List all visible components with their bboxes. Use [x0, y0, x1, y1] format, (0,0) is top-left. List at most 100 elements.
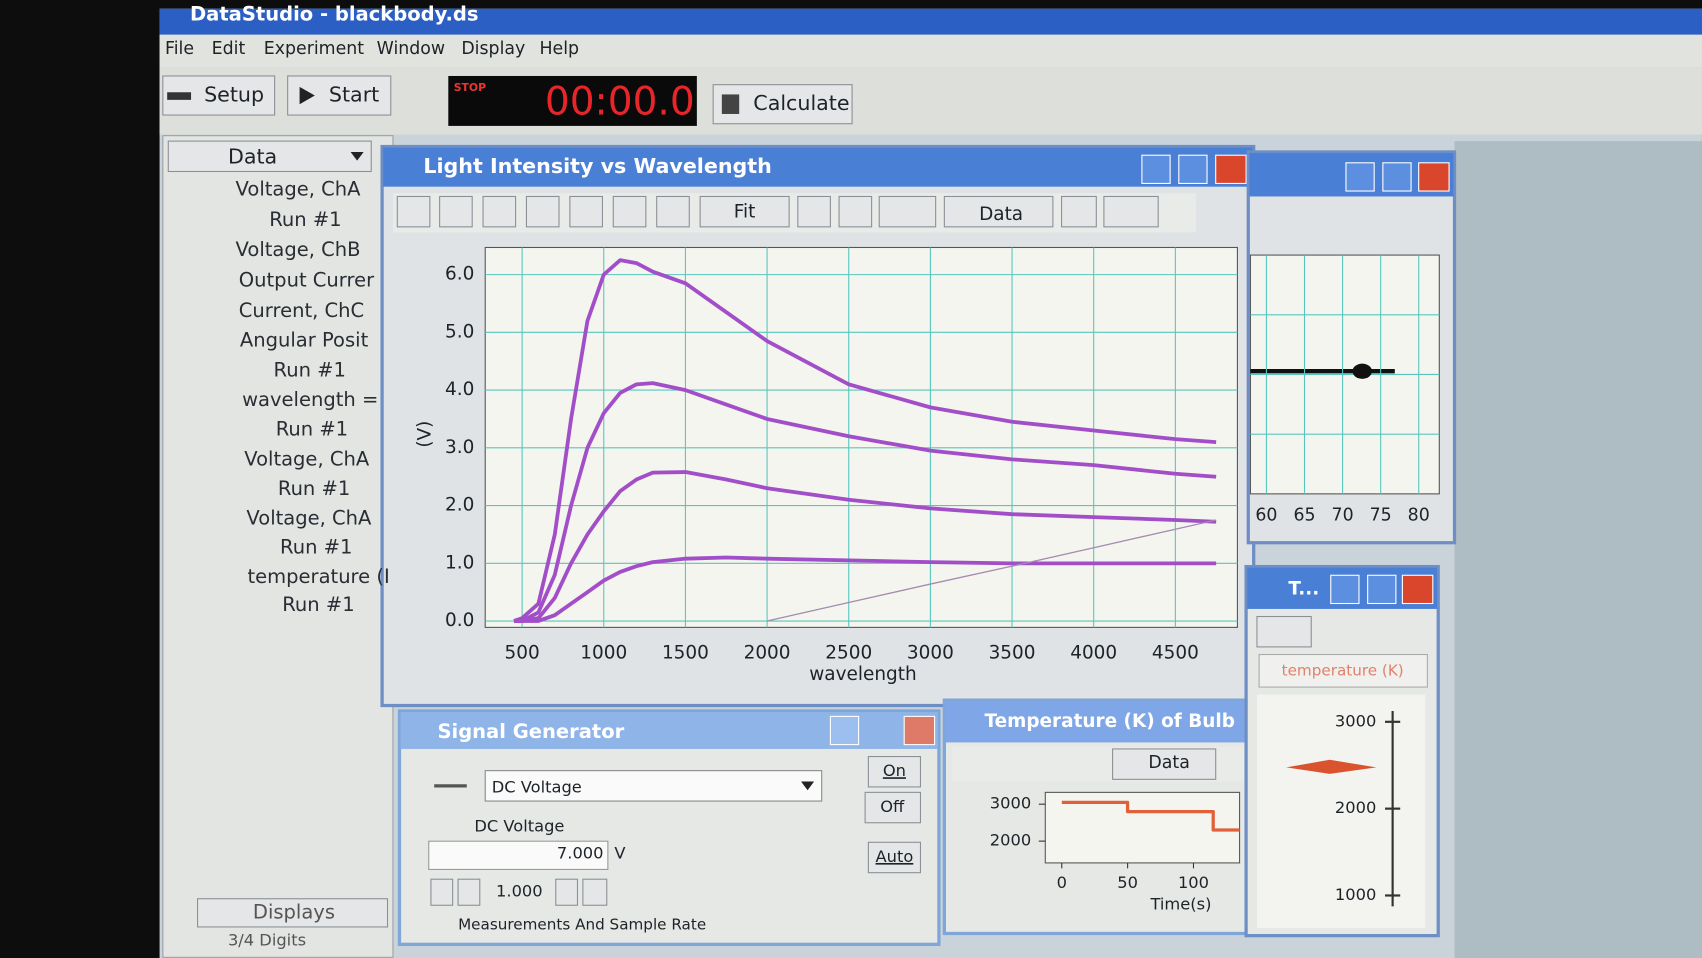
data-item: Voltage, ChA [246, 506, 372, 529]
start-label: Start [329, 83, 379, 107]
maximize-button[interactable] [1383, 163, 1411, 191]
meter-tick-label: 1000 [1335, 885, 1376, 904]
calculate-icon [722, 94, 739, 114]
x-tick-label: 70 [1332, 506, 1354, 526]
y-tick-label: 6.0 [445, 264, 474, 285]
minimize-button[interactable] [1142, 155, 1170, 183]
y-tick-label: 4.0 [445, 379, 474, 400]
settings-button[interactable] [1104, 196, 1158, 226]
x-tick-label: 0 [1057, 873, 1067, 892]
auto-label: Auto [876, 847, 914, 866]
y-tick-label: 1.0 [445, 552, 474, 573]
signal-title: Signal Generator [437, 720, 624, 743]
minimize-button[interactable] [1346, 163, 1374, 191]
x-tick-label: 50 [1117, 873, 1138, 892]
footer-label: Measurements And Sample Rate [458, 915, 706, 933]
delete-button[interactable] [1062, 196, 1097, 226]
maximize-button[interactable] [1179, 155, 1207, 183]
menu-item: Edit [212, 39, 246, 59]
tool-button[interactable] [570, 196, 603, 226]
setup-icon [167, 92, 191, 100]
y-tick-label: 3.0 [445, 437, 474, 458]
step-value: 1.000 [496, 882, 543, 901]
x-tick-label: 75 [1370, 506, 1392, 526]
off-label: Off [880, 797, 905, 816]
y-tick-label: 2000 [990, 831, 1031, 850]
x-tick-label: 65 [1293, 506, 1315, 526]
stats-button[interactable] [879, 196, 935, 226]
data-item: Run #1 [282, 593, 354, 616]
x-tick-label: 4500 [1152, 642, 1199, 663]
x-tick-label: 2000 [744, 642, 791, 663]
x-tick-label: 2500 [825, 642, 872, 663]
data-item: Run #1 [274, 359, 346, 382]
data-item: Voltage, ChB [236, 238, 361, 261]
digits-label: 3/4 Digits [228, 931, 306, 950]
x-tick-label: 1000 [580, 642, 627, 663]
x-axis-label: wavelength [809, 664, 916, 685]
minimize-button[interactable] [830, 716, 858, 744]
close-button[interactable] [1216, 155, 1246, 183]
on-label: On [883, 761, 906, 780]
tool-button[interactable] [440, 196, 473, 226]
x-tick-label: 1500 [662, 642, 709, 663]
data-item: Output Currer [239, 269, 375, 292]
close-button[interactable] [1402, 575, 1432, 603]
close-button[interactable] [1419, 163, 1449, 191]
left-arrow[interactable] [431, 879, 453, 905]
tool-button[interactable] [657, 196, 690, 226]
x-tick-label: 3000 [907, 642, 954, 663]
y-tick-label: 0.0 [445, 610, 474, 631]
data-item: wavelength = [242, 388, 378, 411]
voltage-unit: V [614, 844, 625, 863]
y-tick-label: 2.0 [445, 495, 474, 516]
timer: 00:00.0 [545, 80, 695, 125]
calculate-label: Calculate [753, 91, 849, 115]
meter-options[interactable] [1257, 617, 1311, 647]
voltage-value: 7.000 [557, 844, 604, 863]
minimize-button[interactable] [1331, 575, 1359, 603]
menu-item: Window [377, 39, 445, 59]
tool-button[interactable] [839, 196, 872, 226]
tool-button[interactable] [798, 196, 831, 226]
close-button[interactable] [904, 716, 934, 744]
waveform: DC Voltage [492, 778, 582, 797]
tool-button[interactable] [483, 196, 516, 226]
data-label: Data [1148, 753, 1189, 773]
menu-item: File [165, 39, 194, 59]
x-axis-label: Time(s) [1149, 895, 1211, 914]
maximize-button[interactable] [1368, 575, 1396, 603]
data-label: Data [979, 204, 1023, 225]
x-tick-label: 100 [1178, 873, 1209, 892]
data-item: Run #1 [276, 417, 348, 440]
fit-label: Fit [734, 202, 756, 223]
tool-button[interactable] [526, 196, 559, 226]
data-item: Voltage, ChA [244, 448, 370, 471]
menu-item: Experiment [264, 39, 364, 59]
setup-label: Setup [204, 83, 264, 107]
x-tick-label: 60 [1255, 506, 1277, 526]
y-tick-label: 3000 [990, 794, 1031, 813]
menu-item: Help [539, 39, 579, 59]
data-item: temperature (I [248, 565, 390, 588]
stop-label: STOP [454, 81, 486, 94]
data-item: Run #1 [269, 208, 341, 231]
x-tick-label: 500 [505, 642, 540, 663]
side-trace-blob [1352, 364, 1372, 379]
tool-button[interactable] [397, 196, 430, 226]
minus-button[interactable] [556, 879, 578, 905]
y-axis-label: (V) [415, 421, 436, 448]
data-item: Run #1 [278, 477, 350, 500]
meter-title: T... [1288, 578, 1319, 599]
data-item: Run #1 [280, 536, 352, 559]
meter-tick-label: 2000 [1335, 798, 1376, 817]
data-item: Angular Posit [240, 328, 369, 351]
meter-label: temperature (K) [1282, 661, 1404, 679]
x-tick-label: 3500 [989, 642, 1036, 663]
tool-button[interactable] [613, 196, 646, 226]
plus-button[interactable] [583, 879, 607, 905]
x-tick-label: 80 [1408, 506, 1430, 526]
temperature-title: Temperature (K) of Bulb [985, 711, 1235, 732]
right-arrow[interactable] [458, 879, 480, 905]
page: { "window":{"title":"DataStudio - blackb… [0, 0, 1702, 958]
